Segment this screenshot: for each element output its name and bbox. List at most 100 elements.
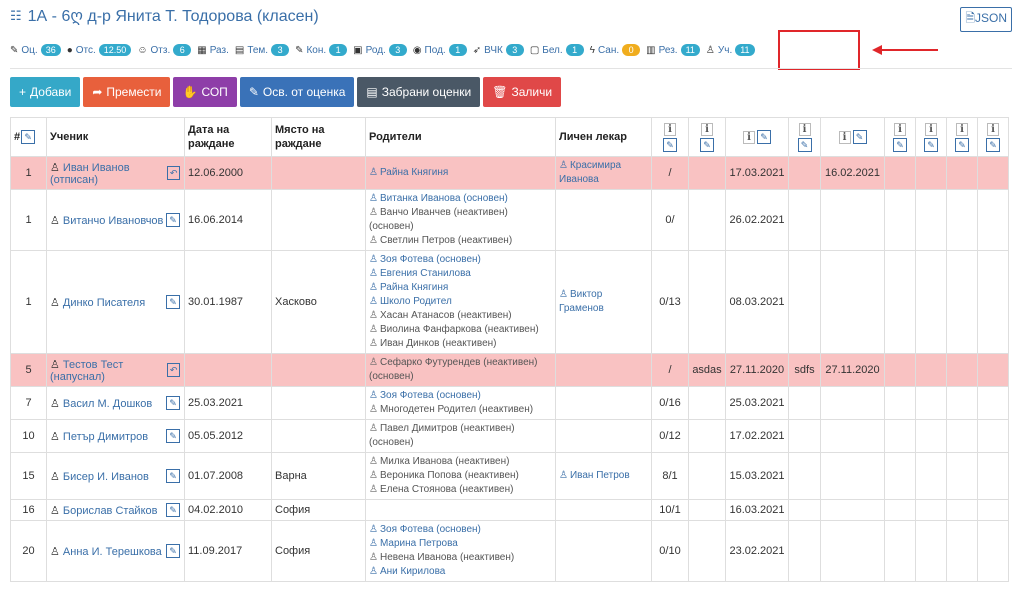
parent-link[interactable]: ♙ Ани Кирилова (369, 565, 552, 579)
parent-link[interactable]: ♙ Витанка Иванова (основен) (369, 192, 552, 206)
parent-link[interactable]: ♙ Иван Динков (неактивен) (369, 337, 552, 351)
info-cell (788, 250, 821, 354)
edit-icon[interactable]: ✎ (757, 130, 771, 144)
edit-icon[interactable]: ✎ (166, 469, 180, 483)
person-icon: ♙ (369, 338, 378, 349)
tab-12[interactable]: ♙ Уч. 11 (706, 44, 755, 56)
toolbar-button-4[interactable]: ▤ Забрани оценки (357, 77, 481, 107)
edit-icon[interactable]: ✎ (166, 213, 180, 227)
parent-link[interactable]: ♙ Виолина Фанфаркова (неактивен) (369, 323, 552, 337)
empty-cell (977, 419, 1009, 453)
tab-5[interactable]: ✎ Кон. 1 (295, 44, 348, 56)
parent-link[interactable]: ♙ Хасан Атанасов (неактивен) (369, 309, 552, 323)
tab-4[interactable]: ▤ Тем. 3 (235, 44, 290, 56)
birth-place (271, 189, 366, 251)
parent-link[interactable]: ♙ Зоя Фотева (основен) (369, 523, 552, 537)
parent-link[interactable]: ♙ Невена Иванова (неактивен) (369, 551, 552, 565)
undo-icon[interactable]: ↶ (167, 166, 180, 180)
student-name[interactable]: ♙ Анна И. Терешкова (50, 545, 162, 558)
tab-2[interactable]: ☺ Отз. 6 (137, 44, 192, 56)
parent-link[interactable]: ♙ Ванчо Иванчев (неактивен) (основен) (369, 206, 552, 234)
parent-name: Райна Княгиня (379, 282, 449, 293)
parent-link[interactable]: ♙ Евгения Станилова (369, 267, 552, 281)
student-name[interactable]: ♙ Тестов Тест (напуснал) (50, 358, 166, 383)
parent-link[interactable]: ♙ Зоя Фотева (основен) (369, 253, 552, 267)
tab-6[interactable]: ▣ Род. 3 (353, 44, 407, 56)
student-cell: ♙ Бисер И. Иванов ✎ (46, 452, 185, 500)
edit-icon[interactable]: ✎ (166, 544, 180, 558)
edit-icon[interactable]: ✎ (21, 130, 36, 144)
info-icon[interactable]: i (925, 122, 937, 136)
info-icon[interactable]: i (987, 122, 999, 136)
info-icon[interactable]: i (743, 131, 755, 144)
doctor-cell[interactable]: ♙ Иван Петров (555, 452, 652, 500)
student-name[interactable]: ♙ Динко Писателя (50, 296, 145, 309)
edit-icon[interactable]: ✎ (663, 137, 677, 152)
parent-link[interactable]: ♙ Марина Петрова (369, 537, 552, 551)
birth-place: София (271, 499, 366, 521)
edit-icon[interactable]: ✎ (166, 295, 180, 309)
student-name[interactable]: ♙ Васил М. Дошков (50, 397, 152, 410)
toolbar-button-2[interactable]: ✋ СОП (173, 77, 237, 107)
parent-link[interactable]: ♙ Милка Иванова (неактивен) (369, 455, 552, 469)
parent-link[interactable]: ♙ Зоя Фотева (основен) (369, 389, 552, 403)
info-icon[interactable]: i (664, 122, 676, 136)
person-icon: ♙ (369, 552, 378, 563)
tab-9[interactable]: ▢ Бел. 1 (530, 44, 584, 56)
student-wrap: ♙ Витанчо Ивановчов ✎ (50, 212, 181, 228)
student-name[interactable]: ♙ Бисер И. Иванов (50, 470, 149, 483)
toolbar-button-3[interactable]: ✎ Осв. от оценка (239, 77, 355, 107)
column-header-num[interactable]: # ✎ (10, 117, 47, 157)
parent-link[interactable]: ♙ Школо Родител (369, 295, 552, 309)
doctor-cell[interactable]: ♙ Красимира Иванова (555, 156, 652, 190)
edit-icon[interactable]: ✎ (166, 429, 180, 443)
student-name[interactable]: ♙ Борислав Стайков (50, 504, 157, 517)
undo-icon[interactable]: ↶ (167, 363, 180, 377)
info-icon[interactable]: i (838, 131, 851, 144)
tab-8[interactable]: ➶ ВЧК 3 (473, 44, 524, 56)
parent-link[interactable]: ♙ Светлин Петров (неактивен) (369, 234, 552, 248)
parents-cell: ♙ Райна Княгиня (365, 156, 556, 190)
parent-link[interactable]: ♙ Павел Димитров (неактивен) (основен) (369, 422, 552, 450)
info-icon[interactable]: i (701, 122, 713, 136)
toolbar-button-1[interactable]: ➦ Премести (83, 77, 171, 107)
tab-11[interactable]: ▥ Рез. 11 (646, 44, 700, 56)
parent-link[interactable]: ♙ Сефарко Футурендев (неактивен) (основен… (369, 356, 552, 384)
parents-cell: ♙ Зоя Фотева (основен) ♙ Многодетен Родител… (365, 386, 556, 420)
json-button[interactable]: 🗎JSON (960, 7, 1012, 32)
toolbar-button-0[interactable]: + Добави (10, 77, 81, 107)
info-icon[interactable]: i (894, 122, 906, 136)
student-name[interactable]: ♙ Витанчо Ивановчов (50, 214, 163, 227)
info-icon[interactable]: i (956, 122, 968, 136)
parent-link[interactable]: ♙ Многодетен Родител (неактивен) (369, 403, 552, 417)
doctor-cell[interactable]: ♙ Виктор Граменов (555, 250, 652, 354)
column-header-info: i ✎ (688, 117, 726, 157)
edit-icon[interactable]: ✎ (166, 503, 180, 517)
student-name[interactable]: ♙ Петър Димитров (50, 430, 148, 443)
toolbar-button-5[interactable]: 🗑 Заличи (483, 77, 562, 107)
tab-0[interactable]: ✎ Оц. 36 (10, 44, 61, 56)
student-name[interactable]: ♙ Иван Иванов (отписан) (50, 161, 166, 186)
tab-3[interactable]: ▦ Раз. (197, 45, 229, 56)
edit-icon[interactable]: ✎ (797, 137, 812, 152)
person-icon: ♙ (369, 296, 378, 307)
edit-icon[interactable]: ✎ (700, 137, 714, 152)
tab-1[interactable]: ● Отс. 12.50 (67, 44, 132, 56)
edit-icon[interactable]: ✎ (893, 137, 907, 152)
edit-icon[interactable]: ✎ (924, 137, 938, 152)
edit-icon[interactable]: ✎ (852, 130, 867, 144)
edit-icon[interactable]: ✎ (955, 137, 969, 152)
parent-name: Многодетен Родител (неактивен) (379, 404, 534, 415)
person-icon: ♙ (369, 167, 378, 178)
parent-link[interactable]: ♙ Вероника Попова (неактивен) (369, 469, 552, 483)
tab-7[interactable]: ◉ Под. 1 (413, 44, 467, 56)
tab-10[interactable]: ϟ Сан. 0 (590, 44, 641, 56)
edit-icon[interactable]: ✎ (986, 137, 1000, 152)
parent-link[interactable]: ♙ Райна Княгиня (369, 166, 552, 180)
info-icon[interactable]: i (798, 122, 811, 136)
parent-link[interactable]: ♙ Райна Княгиня (369, 281, 552, 295)
info-cell (688, 520, 726, 582)
share-icon: ➦ (92, 85, 103, 99)
parent-link[interactable]: ♙ Елена Стоянова (неактивен) (369, 483, 552, 497)
edit-icon[interactable]: ✎ (166, 396, 180, 410)
